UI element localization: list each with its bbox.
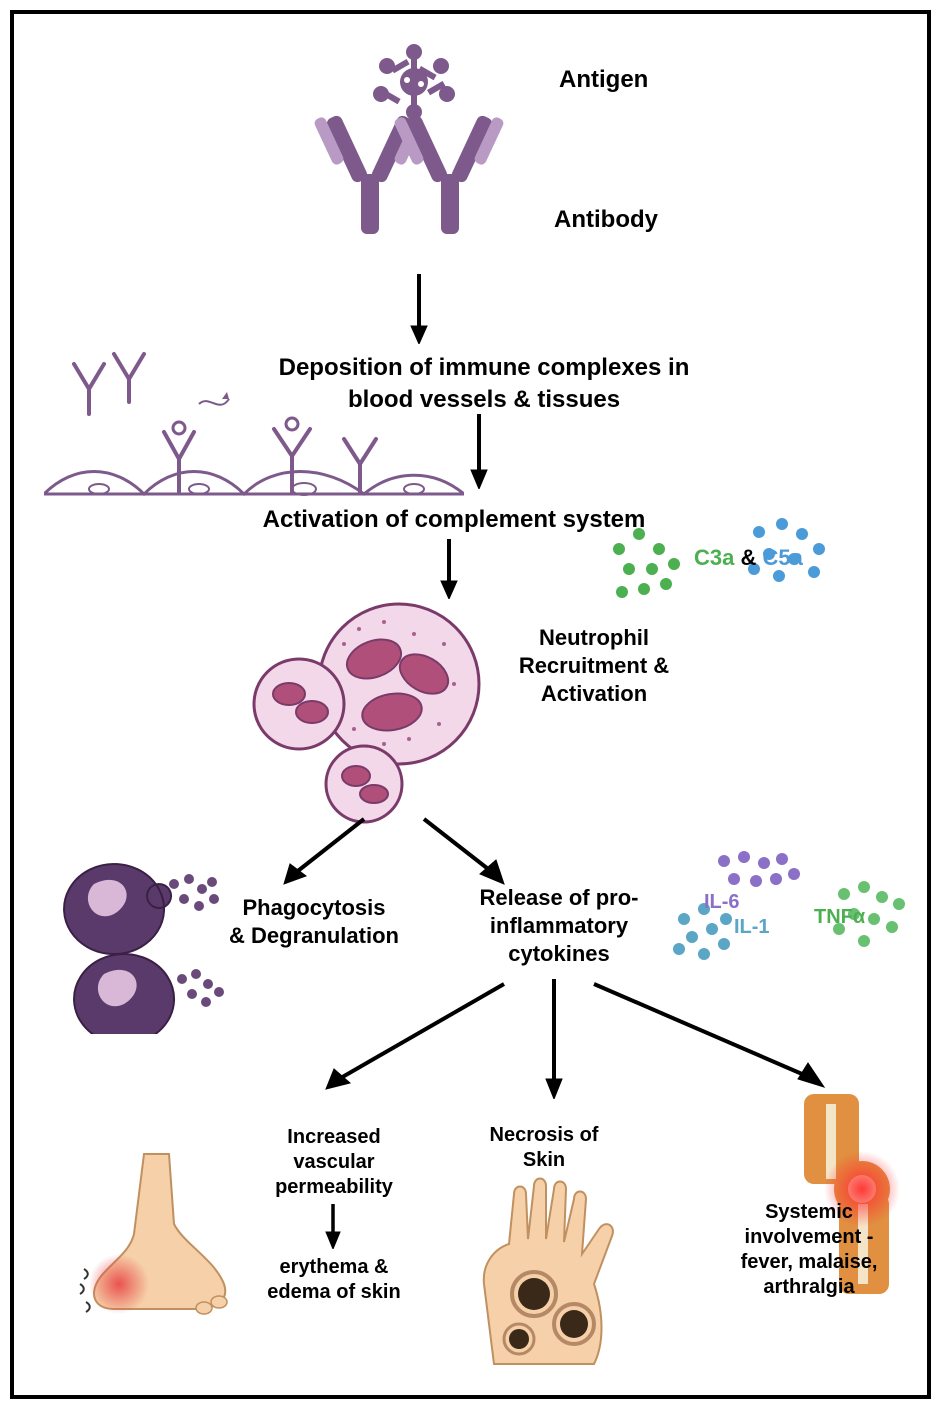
arrow-3 (439, 539, 459, 599)
antigen-antibody-icon (299, 44, 529, 274)
arrow-2 (469, 414, 489, 489)
arrow-branch-left (274, 814, 374, 894)
antibody-label: Antibody (554, 204, 658, 235)
systemic-l4: arthralgia (709, 1274, 909, 1300)
erythema-l2: edema of skin (249, 1279, 419, 1305)
systemic-l1: Systemic (709, 1199, 909, 1225)
necrosis-l1: Necrosis of (469, 1122, 619, 1148)
arrow-out-left (314, 979, 514, 1099)
erythema-l1: erythema & (249, 1254, 419, 1280)
tnfa-label: TNFα (814, 904, 865, 930)
cytokines-label-l1: Release of pro- (454, 884, 664, 913)
c5a-text: C5a (762, 545, 802, 570)
neutrophils-icon (244, 594, 514, 824)
antigen-label: Antigen (559, 64, 648, 95)
diagram-frame: Antigen Antibody Deposition of immune co… (10, 10, 931, 1399)
cytokines-label-l2: inflammatory (454, 912, 664, 941)
c3a-text: C3a (694, 545, 734, 570)
hand-necrosis-icon (454, 1174, 664, 1374)
arrow-out-right (584, 979, 834, 1099)
phago-label-l1: Phagocytosis (214, 894, 414, 923)
tissue-deposition-icon (44, 344, 464, 514)
foot-edema-icon (74, 1144, 254, 1344)
arrow-out-mid (544, 979, 564, 1099)
il1-label: IL-1 (734, 914, 770, 940)
neutrophil-label-l2: Recruitment & (504, 652, 684, 681)
neutrophil-label-l1: Neutrophil (504, 624, 684, 653)
c3a-label: C3a & C5a (694, 544, 803, 573)
systemic-l3: fever, malaise, (709, 1249, 909, 1275)
vascular-l1: Increased (259, 1124, 409, 1150)
cytokines-label-l3: cytokines (454, 940, 664, 969)
vascular-l2: vascular (259, 1149, 409, 1175)
vascular-l3: permeability (259, 1174, 409, 1200)
il6-label: IL-6 (704, 889, 740, 915)
arrow-1 (409, 274, 429, 344)
neutrophil-label-l3: Activation (504, 680, 684, 709)
systemic-l2: involvement - (709, 1224, 909, 1250)
arrow-branch-right (414, 814, 514, 894)
necrosis-l2: Skin (469, 1147, 619, 1173)
phago-label-l2: & Degranulation (214, 922, 414, 951)
amp-text: & (734, 545, 762, 570)
arrow-vascular (324, 1204, 342, 1249)
